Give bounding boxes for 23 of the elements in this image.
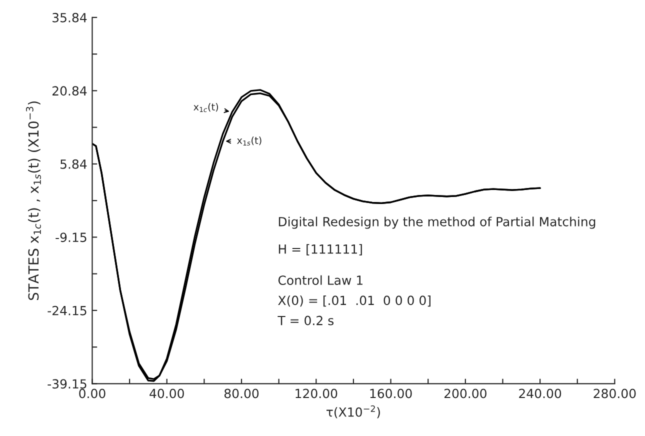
series-label: x$_{1c}$(t) (194, 103, 218, 112)
x-tick-label: 240.00 (519, 388, 562, 398)
y-tick-label: -24.15 (48, 306, 86, 316)
y-tick-label: 20.84 (52, 86, 87, 96)
annotation: X(0) = [.01 .01 0 0 0 0] (278, 295, 430, 307)
x-tick-label: 160.00 (370, 388, 412, 398)
annotation: Digital Redesign by the method of Partial Matching (278, 216, 596, 229)
annotation: Control Law 1 (278, 275, 362, 285)
legend-label: x$_{1s}$(t) (237, 136, 262, 146)
y-tick-label: -9.15 (56, 232, 86, 242)
x-tick-label: 0.00 (79, 388, 106, 398)
y-tick-label: -39.15 (48, 379, 86, 389)
y-axis-title: STATES x$_{1c}$(t) , x$_{1s}$(t) (X10$^{−3}$) (26, 101, 41, 300)
y-tick-label: 35.84 (52, 12, 87, 22)
x-tick-label: 120.00 (296, 388, 338, 398)
x-axis-title: τ(X10$^{−2}$) (326, 405, 380, 418)
y-tick-label: 5.84 (60, 159, 87, 169)
annotation: H = [111111] (278, 244, 362, 256)
x-tick-label: 80.00 (224, 388, 259, 398)
x-tick-label: 40.00 (150, 388, 184, 398)
annotation: T = 0.2 s (278, 316, 334, 326)
x-tick-label: 200.00 (444, 388, 486, 398)
x-tick-label: 280.00 (594, 388, 636, 398)
